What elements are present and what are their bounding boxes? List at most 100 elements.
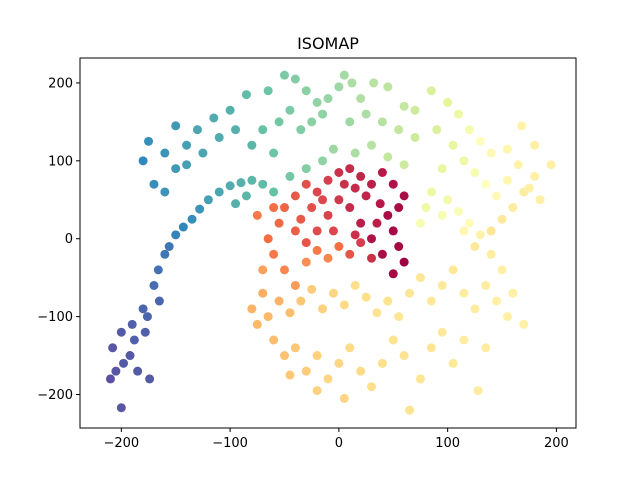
data-point xyxy=(236,178,246,188)
data-point xyxy=(225,181,235,191)
data-point xyxy=(269,249,279,259)
data-point xyxy=(160,148,170,158)
data-point xyxy=(383,82,393,92)
data-point xyxy=(105,374,115,384)
data-point xyxy=(339,300,349,310)
data-point xyxy=(285,171,295,181)
data-point xyxy=(142,312,152,322)
data-point xyxy=(454,109,464,119)
data-point xyxy=(377,168,387,178)
x-tick-label: −100 xyxy=(212,436,248,451)
data-point xyxy=(399,160,409,170)
data-point xyxy=(432,125,442,135)
data-point xyxy=(492,191,502,201)
data-point xyxy=(470,168,480,178)
data-point xyxy=(198,148,208,158)
data-point xyxy=(519,319,529,329)
data-point xyxy=(108,343,118,353)
data-point xyxy=(421,203,431,213)
data-point xyxy=(312,351,322,361)
data-point xyxy=(459,288,469,298)
data-point xyxy=(377,117,387,127)
data-point xyxy=(405,405,415,415)
data-point xyxy=(231,125,241,135)
data-point xyxy=(182,160,192,170)
data-point xyxy=(377,249,387,259)
data-point xyxy=(258,288,268,298)
data-point xyxy=(486,148,496,158)
data-point xyxy=(274,218,284,228)
data-point xyxy=(258,179,268,189)
data-point xyxy=(383,296,393,306)
data-point xyxy=(149,179,159,189)
data-point xyxy=(426,187,436,197)
data-point xyxy=(312,245,322,255)
data-point xyxy=(323,374,333,384)
data-point xyxy=(301,366,311,376)
data-point xyxy=(301,179,311,189)
data-point xyxy=(347,78,357,88)
data-point xyxy=(530,171,540,181)
data-point xyxy=(301,164,311,174)
data-point xyxy=(312,187,322,197)
data-point xyxy=(247,304,257,314)
data-point xyxy=(399,191,409,201)
data-point xyxy=(290,74,300,84)
data-point xyxy=(481,343,491,353)
data-point xyxy=(369,78,379,88)
data-point xyxy=(459,335,469,345)
data-point xyxy=(350,148,360,158)
data-point xyxy=(350,230,360,240)
data-point xyxy=(323,210,333,220)
data-point xyxy=(399,101,409,111)
data-point xyxy=(437,327,447,337)
data-point xyxy=(285,308,295,318)
data-point xyxy=(437,280,447,290)
data-point xyxy=(513,160,523,170)
data-point xyxy=(274,296,284,306)
data-point xyxy=(145,374,155,384)
data-point xyxy=(160,249,170,259)
data-point xyxy=(492,296,502,306)
data-point xyxy=(127,319,137,329)
data-point xyxy=(252,210,262,220)
data-point xyxy=(323,253,333,263)
data-point xyxy=(388,269,398,279)
data-point xyxy=(241,90,251,100)
data-point xyxy=(388,335,398,345)
data-point xyxy=(279,70,289,80)
data-point xyxy=(361,191,371,201)
x-tick-label: 100 xyxy=(435,436,460,451)
data-point xyxy=(524,183,534,193)
data-point xyxy=(328,144,338,154)
data-point xyxy=(318,304,328,314)
data-point xyxy=(285,105,295,115)
data-point xyxy=(214,187,224,197)
data-point xyxy=(247,140,257,150)
data-point xyxy=(307,117,317,127)
data-point xyxy=(517,121,527,131)
data-point xyxy=(356,94,366,104)
data-point xyxy=(119,358,129,368)
data-point xyxy=(225,105,235,115)
data-point xyxy=(443,195,453,205)
data-point xyxy=(339,393,349,403)
data-point xyxy=(203,195,213,205)
x-tick-label: 200 xyxy=(544,436,569,451)
data-point xyxy=(129,335,139,345)
data-point xyxy=(508,203,518,213)
data-point xyxy=(375,199,385,209)
data-point xyxy=(111,366,121,376)
data-point xyxy=(372,218,382,228)
data-point xyxy=(334,195,344,205)
data-point xyxy=(116,327,126,337)
data-point xyxy=(502,144,512,154)
data-point xyxy=(192,125,202,135)
data-point xyxy=(178,222,188,232)
data-point xyxy=(356,238,366,248)
data-point xyxy=(307,284,317,294)
data-point xyxy=(481,280,491,290)
data-point xyxy=(269,203,279,213)
data-point xyxy=(154,296,164,306)
